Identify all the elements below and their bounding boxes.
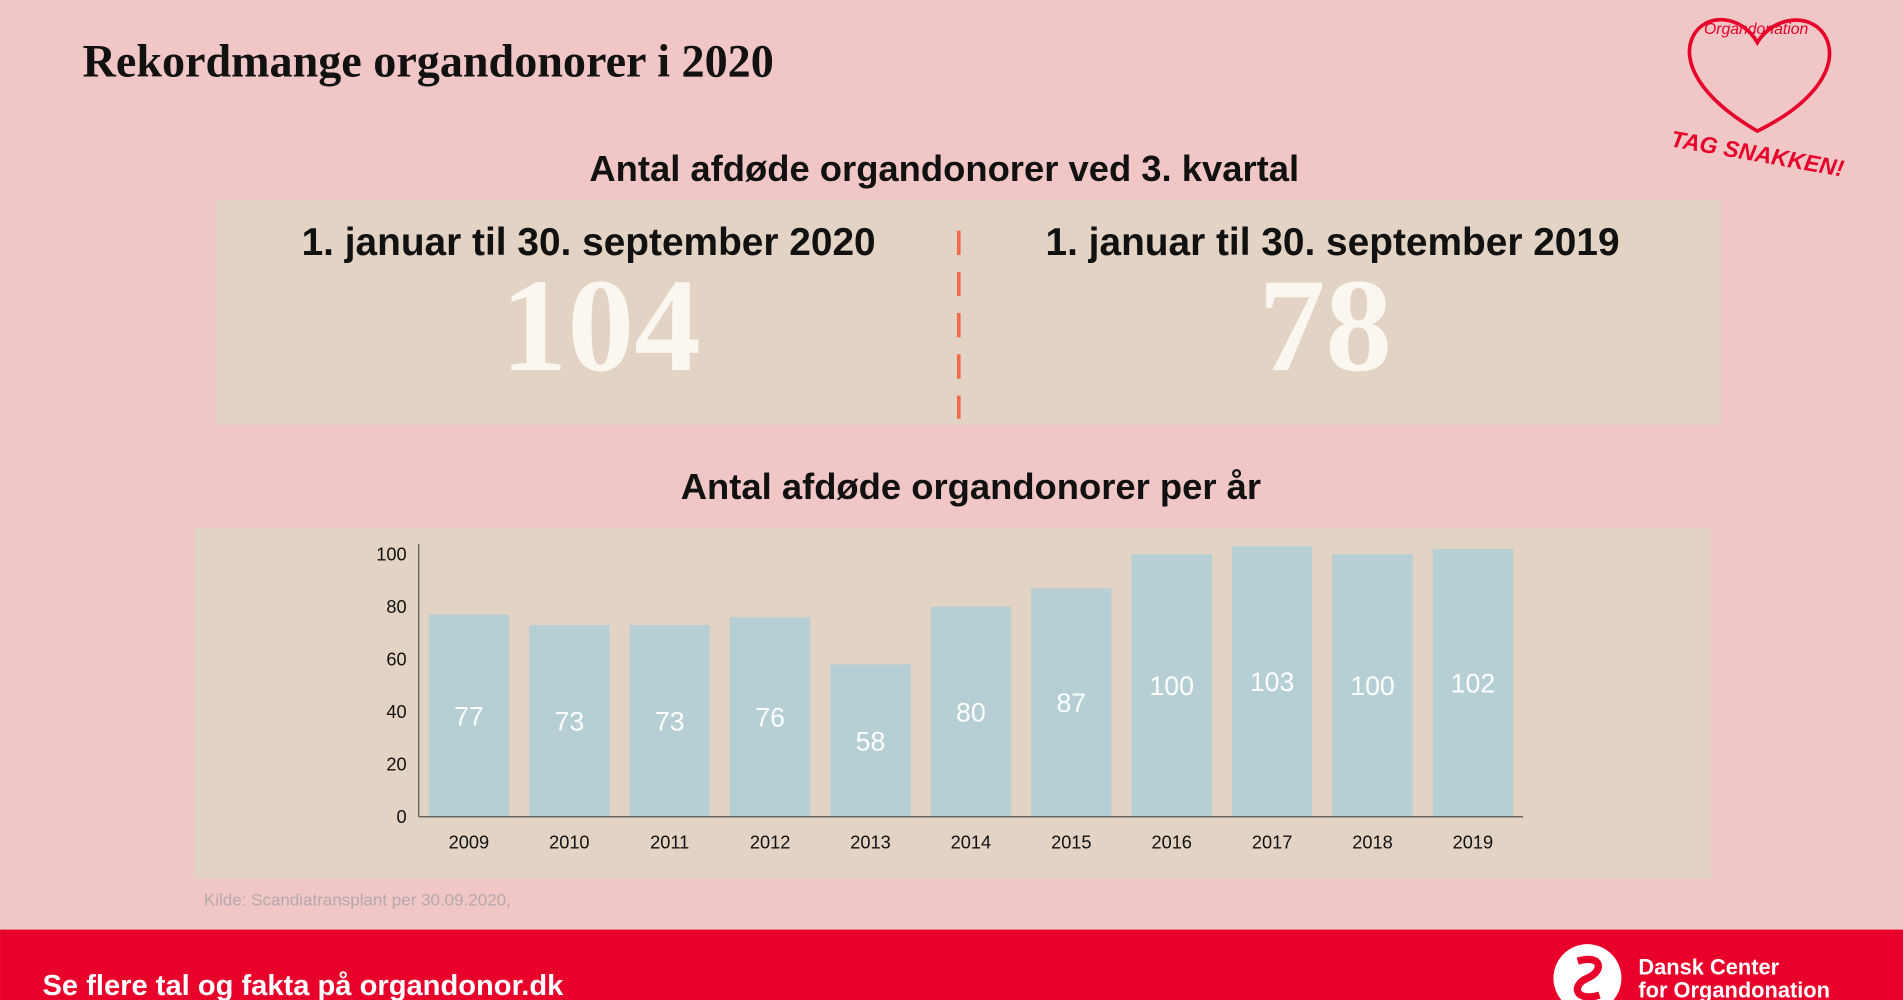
value-label: 87	[1056, 688, 1086, 718]
source: Kilde: Scandiatransplant per 30.09.2020,	[204, 890, 511, 909]
logo-heart	[1687, 18, 1832, 134]
bar	[1231, 546, 1313, 817]
summary-title: Antal afdøde organdonorer ved 3. kvartal	[589, 148, 1299, 189]
bar	[428, 614, 510, 817]
y-tick-label: 20	[386, 754, 406, 774]
bar	[529, 625, 610, 817]
value-label: 100	[1350, 671, 1395, 701]
y-tick-label: 0	[396, 807, 406, 827]
bar	[1432, 548, 1514, 817]
value-label: 73	[655, 707, 685, 737]
logo-caption: Organdonation	[1704, 21, 1809, 38]
y-tick-label: 40	[386, 702, 406, 722]
value-label: 102	[1451, 669, 1496, 699]
value-label: 58	[856, 726, 886, 756]
org-logo-mark	[1573, 955, 1602, 1000]
summary-box	[216, 200, 1721, 425]
value-label: 77	[454, 701, 484, 731]
bar	[629, 625, 710, 817]
y-tick-label: 80	[386, 597, 406, 617]
org-line2: for Organdonation	[1638, 978, 1830, 1000]
summary-left-value: 104	[501, 251, 701, 399]
x-tick-label: 2014	[951, 832, 991, 852]
bar	[930, 606, 1012, 817]
x-tick-label: 2012	[750, 832, 790, 852]
bar	[1031, 588, 1112, 817]
summary-right-value: 78	[1259, 251, 1392, 399]
org-logo	[1553, 944, 1622, 1000]
x-tick-label: 2016	[1151, 832, 1191, 852]
page-title: Rekordmange organdonorer i 2020	[83, 35, 774, 86]
plot: 0 20 40 60 80 100 77 2009 73 2010 73 2011 76 2012 58 20…	[376, 543, 1524, 852]
bar	[729, 617, 811, 817]
org-line1: Dansk Center	[1638, 955, 1779, 980]
x-tick-label: 2009	[449, 832, 489, 852]
summary-right-label: 1. januar til 30. september 2019	[1046, 221, 1620, 264]
bar	[1131, 554, 1212, 817]
x-tick-label: 2011	[650, 832, 689, 852]
bar	[1332, 554, 1413, 817]
footer-text: Se flere tal og fakta på organdonor.dk	[43, 970, 565, 1000]
bar	[830, 664, 911, 817]
summary-left-label: 1. januar til 30. september 2020	[302, 221, 876, 264]
value-label: 80	[956, 697, 986, 727]
x-tick-label: 2015	[1051, 832, 1091, 852]
value-label: 76	[755, 703, 785, 733]
x-tick-label: 2017	[1252, 832, 1292, 852]
value-label: 73	[554, 707, 584, 737]
chart-title: Antal afdøde organdonorer per år	[681, 466, 1261, 507]
y-tick-label: 60	[386, 649, 406, 669]
value-label: 103	[1250, 667, 1295, 697]
x-tick-label: 2013	[850, 832, 890, 852]
x-tick-label: 2018	[1352, 832, 1392, 852]
x-tick-label: 2010	[549, 832, 589, 852]
y-tick-label: 100	[376, 544, 406, 564]
value-label: 100	[1149, 671, 1194, 701]
x-tick-label: 2019	[1453, 832, 1493, 852]
